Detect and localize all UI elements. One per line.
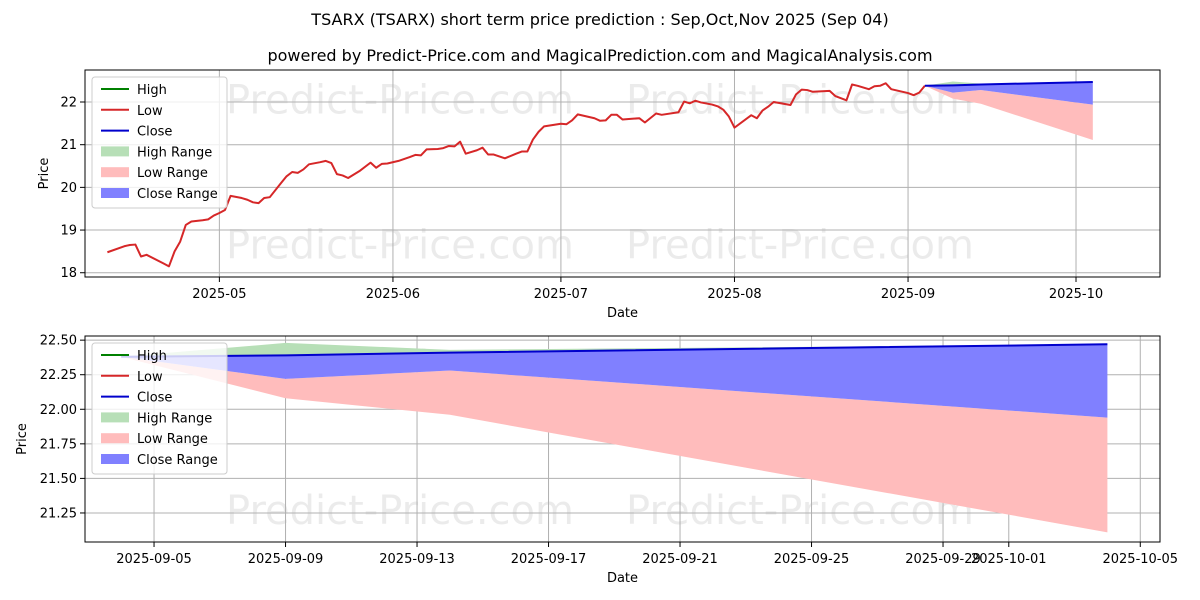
legend-label: High [137,349,167,364]
x-tick-label: 2025-09-13 [379,552,455,567]
watermark-text: Predict-Price.com [626,78,974,124]
legend-label: Close [137,125,172,140]
y-axis-label: Price [37,158,52,190]
range-area-low-range [924,85,1093,140]
x-tick-label: 2025-09-09 [248,552,324,567]
x-tick-label: 2025-09-17 [511,552,587,567]
plot-frame [84,335,1161,543]
close-forecast-line [924,80,1093,87]
x-tick-label: 2025-10-05 [1102,552,1178,567]
legend-label: High Range [137,411,212,426]
y-tick-label: 22 [60,96,77,111]
watermark-text: Predict-Price.com [626,223,974,269]
legend-label: Low Range [137,166,208,181]
legend-label: High Range [137,145,212,160]
y-tick-label: 18 [60,266,77,281]
legend-label: High [137,83,167,98]
y-tick-label: 22.00 [40,403,77,418]
range-area-low-range [121,356,1108,533]
x-tick-label: 2025-09 [881,287,935,302]
y-tick-label: 22.25 [40,368,77,383]
x-tick-label: 2025-08 [707,287,761,302]
x-tick-label: 2025-09-05 [116,552,192,567]
plot-frame [84,69,1161,278]
legend: High Low Close High Range Low Range Close Ran… [91,342,228,475]
plot-2: Predict-Price.comPredict-Price.comPredic… [15,334,1178,586]
legend-swatch-low-range [101,167,129,178]
y-axis-label: Price [15,423,30,455]
range-area-close-range [121,344,1108,418]
legend-swatch-low-range [101,433,129,444]
y-tick-label: 21.75 [40,437,77,452]
chart-title: TSARX (TSARX) short term price predictio… [311,10,889,29]
y-tick-label: 19 [60,224,77,239]
legend-label: Low [137,370,163,385]
legend-label: Close [137,391,172,406]
y-tick-label: 21.25 [40,506,77,521]
x-tick-label: 2025-09-25 [774,552,850,567]
chart-subtitle: powered by Predict-Price.com and Magical… [267,46,933,65]
x-tick-label: 2025-09-21 [642,552,718,567]
legend-label: Low [137,104,163,119]
range-area-close-range [924,81,1093,105]
x-axis-label: Date [607,306,638,321]
x-tick-label: 2025-05 [192,287,246,302]
y-tick-label: 22.50 [40,334,77,349]
y-tick-label: 21 [60,138,77,153]
x-tick-label: 2025-09-29 [905,552,981,567]
legend-swatch-high-range [101,412,129,423]
x-tick-label: 2025-07 [534,287,588,302]
x-tick-label: 2025-10 [1049,287,1103,302]
x-axis-label: Date [607,571,638,586]
plot-1: Predict-Price.com Predict-Price.com Predic… [37,69,1161,321]
legend-label: Low Range [137,432,208,447]
history-price-line [107,82,926,268]
x-tick-label: 2025-06 [366,287,420,302]
legend-swatch-close-range [101,188,129,198]
legend-label: Close Range [137,187,218,202]
legend-label: Close Range [137,453,218,468]
y-tick-label: 21.50 [40,472,77,487]
watermark-text: Predict-Price.com [226,78,574,124]
watermark-text: Predict-Price.com [226,488,574,534]
x-tick-label: 2025-10-01 [971,552,1047,567]
watermark-text: Predict-Price.com [226,223,574,269]
legend: High Low Close High Range Low Range Close Ran… [91,76,228,209]
y-tick-label: 20 [60,181,77,196]
legend-swatch-close-range [101,454,129,464]
legend-swatch-high-range [101,146,129,157]
